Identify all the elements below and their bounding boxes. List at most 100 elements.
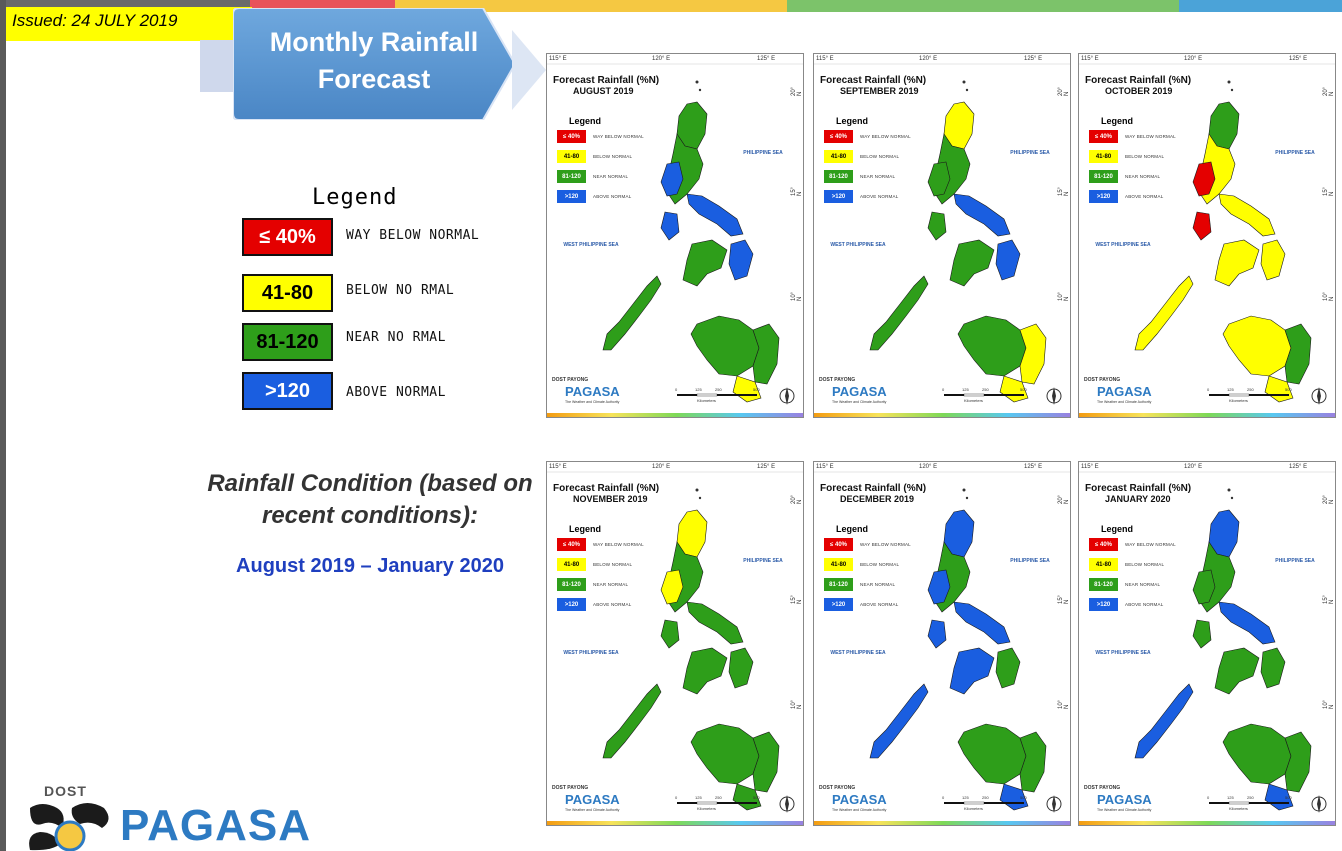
map-legend-label-1: BELOW NORMAL [1125,154,1165,159]
lon-label-0: 115° E [549,464,567,470]
scale-label-0: 0 [942,387,945,392]
map-month: JANUARY 2020 [1105,494,1171,504]
region-emind [1019,323,1047,385]
legend-label-3: ABOVE NORMAL [346,385,446,400]
map-logo: PAGASA [1097,384,1152,399]
region-palawan [602,275,662,351]
lon-label-1: 120° E [652,56,671,62]
map-legend-title: Legend [569,524,602,534]
lat-label-0: 20° N [1323,494,1335,504]
map-logo: PAGASA [832,384,887,399]
lat-label-1: 15° N [791,186,803,196]
map-legend-title: Legend [569,116,602,126]
scale-label-0: 0 [942,795,945,800]
region-mindanao [957,723,1027,785]
scale-label-1: 125 [1227,795,1234,800]
map-legend-box-2: 81-120 [1089,578,1118,591]
map-logo-small: DOST PAYONG [819,377,856,383]
map-logo-small: DOST PAYONG [819,785,856,791]
map-legend-box-0: ≤ 40% [1089,538,1118,551]
map-logo-small: DOST PAYONG [552,377,589,383]
map-km-label: Kilometers [1229,398,1248,403]
map-logo-sub: The Weather and Climate Authority [1097,808,1152,812]
region-bicol [686,193,744,237]
map-logo-sub: The Weather and Climate Authority [832,400,887,404]
lon-label-1: 120° E [652,464,671,470]
lat-label-1: 15° N [1323,186,1335,196]
region-mindanao [1222,723,1292,785]
sea-east-label: PHILIPPINE SEA [1275,150,1315,156]
map-svg [547,462,803,825]
region-bicol [1218,193,1276,237]
region-emind [1019,731,1047,793]
map-legend-label-3: ABOVE NORMAL [593,602,632,607]
map-legend-box-0: ≤ 40% [824,538,853,551]
map-legend-label-0: WAY BELOW NORMAL [1125,134,1176,139]
region-mindanao [690,315,760,377]
region-visayas [682,239,728,287]
map-legend-box-1: 41-80 [1089,150,1118,163]
lat-label-2: 10° N [1323,699,1335,709]
map-legend-box-2: 81-120 [557,578,586,591]
map-legend-label-3: ABOVE NORMAL [860,602,899,607]
map-logo-sub: The Weather and Climate Authority [1097,400,1152,404]
map-logo: PAGASA [565,792,620,807]
lon-label-2: 125° E [1024,56,1043,62]
region-bicol [686,601,744,645]
map-legend-label-2: NEAR NORMAL [860,582,896,587]
scale-label-2: 250 [1247,387,1254,392]
map-legend-label-3: ABOVE NORMAL [860,194,899,199]
map-logo-sub: The Weather and Climate Authority [565,400,620,404]
condition-title: Rainfall Condition (based on recent cond… [207,470,533,529]
region-cluzon [1192,161,1216,197]
map-legend-label-0: WAY BELOW NORMAL [593,134,644,139]
map-km-label: Kilometers [697,398,716,403]
lat-label-1: 15° N [1058,186,1070,196]
scale-label-2: 250 [715,795,722,800]
legend-box-3: >120 [242,372,333,410]
region-bicol [1218,601,1276,645]
map-legend-title: Legend [836,524,869,534]
lon-label-1: 120° E [1184,56,1203,62]
region-emind [1284,323,1312,385]
lon-label-2: 125° E [1289,464,1308,470]
scale-label-1: 125 [1227,387,1234,392]
map-title-text: Forecast Rainfall (%N) [553,75,660,86]
region-mindoro [927,211,947,241]
map-legend-box-0: ≤ 40% [557,130,586,143]
lat-label-2: 10° N [1058,291,1070,301]
map-color-strip [814,413,1070,417]
map-svg [1079,462,1335,825]
lon-label-2: 125° E [1024,464,1043,470]
scale-label-3: 500 [1020,387,1027,392]
region-mindanao [1222,315,1292,377]
map-km-label: Kilometers [964,398,983,403]
forecast-map-5: Forecast Rainfall (%N) JANUARY 2020 Legend… [1078,461,1336,826]
region-cluzon [660,161,684,197]
map-logo: PAGASA [565,384,620,399]
region-visayas [1214,647,1260,695]
sea-west-label: WEST PHILIPPINE SEA [830,650,886,656]
map-title-text: Forecast Rainfall (%N) [553,483,660,494]
map-logo-sub: The Weather and Climate Authority [832,808,887,812]
scale-label-3: 500 [1020,795,1027,800]
scale-label-0: 0 [1207,387,1210,392]
lon-label-1: 120° E [1184,464,1203,470]
map-legend-box-2: 81-120 [1089,170,1118,183]
sea-east-label: PHILIPPINE SEA [743,150,783,156]
map-color-strip [814,821,1070,825]
map-logo-small: DOST PAYONG [1084,377,1121,383]
map-legend-box-0: ≤ 40% [824,130,853,143]
pagasa-logo: DOST PAGASA [22,780,392,851]
region-palawan [869,683,929,759]
lon-label-0: 115° E [549,56,567,62]
region-ebvis [995,647,1021,689]
region-ebvis [1260,647,1286,689]
lat-label-1: 15° N [1323,594,1335,604]
map-logo-small: DOST PAYONG [552,785,589,791]
lat-label-2: 10° N [791,291,803,301]
lat-label-2: 10° N [1058,699,1070,709]
map-legend-box-0: ≤ 40% [1089,130,1118,143]
legend-label-1: BELOW NO RMAL [346,283,455,298]
region-palawan [869,275,929,351]
